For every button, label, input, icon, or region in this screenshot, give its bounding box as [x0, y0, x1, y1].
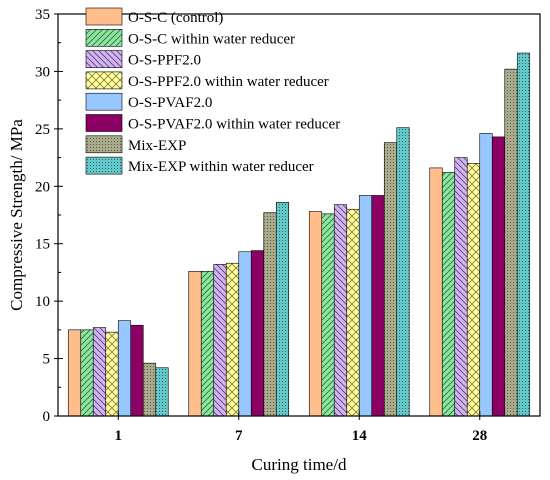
bar	[213, 264, 227, 417]
y-tick-label: 35	[35, 7, 50, 23]
bar	[479, 133, 493, 417]
x-axis: 1 7 14 28	[115, 411, 487, 444]
bar	[117, 320, 132, 417]
bar	[200, 270, 215, 417]
bar	[67, 329, 82, 417]
bar	[346, 208, 360, 417]
legend-label: O-S-PPF2.0	[128, 53, 201, 69]
y-tick-label: 30	[35, 64, 50, 80]
bar	[155, 367, 169, 417]
bar	[429, 167, 443, 417]
bar	[250, 250, 265, 417]
y-tick-label: 20	[35, 179, 50, 195]
bar	[275, 202, 290, 417]
legend-label: O-S-C (control)	[128, 10, 223, 26]
y-axis-label: Compressive Strength/ MPa	[7, 119, 26, 311]
bar	[225, 262, 240, 417]
bar	[371, 195, 385, 417]
x-tick-label: 14	[352, 428, 368, 444]
bar	[263, 212, 277, 417]
plot-frame	[57, 13, 541, 417]
legend: O-S-C (control) O-S-C within water reduce…	[85, 7, 340, 175]
bar	[358, 195, 373, 417]
bar	[92, 327, 107, 417]
x-tick-label: 28	[472, 428, 487, 444]
bars-group	[67, 52, 531, 417]
bar	[238, 251, 252, 417]
y-tick-label: 10	[35, 294, 50, 310]
bar	[396, 127, 410, 417]
legend-swatch	[85, 50, 123, 68]
bar	[308, 211, 323, 417]
bar	[105, 331, 119, 417]
bar	[516, 52, 531, 417]
y-tick-label: 0	[43, 409, 51, 425]
bar	[491, 136, 506, 417]
y-axis: 0 5 10 15 20 25 30 35	[35, 7, 63, 425]
y-tick-label: 25	[35, 122, 50, 138]
legend-swatch	[85, 92, 123, 111]
bar	[504, 68, 518, 417]
bar	[454, 157, 468, 417]
legend-label: O-S-PVAF2.0	[128, 95, 212, 111]
bar	[130, 324, 144, 417]
legend-label: Mix-EXP	[128, 138, 186, 154]
legend-swatch	[85, 114, 123, 132]
legend-swatch	[85, 71, 123, 90]
legend-label: Mix-EXP within water reducer	[128, 159, 314, 175]
legend-swatch	[85, 156, 123, 175]
x-tick-label: 7	[235, 428, 243, 444]
bar	[80, 329, 94, 417]
legend-swatch	[85, 7, 123, 26]
bar	[188, 270, 202, 417]
bar	[441, 172, 456, 417]
bar	[142, 362, 157, 417]
bar	[383, 142, 398, 417]
bar	[321, 213, 335, 417]
legend-label: O-S-C within water reducer	[128, 31, 295, 47]
y-tick-label: 15	[35, 237, 50, 253]
bar	[333, 204, 348, 417]
y-tick-label: 5	[43, 352, 51, 368]
bar	[466, 163, 481, 417]
x-axis-label: Curing time/d	[252, 455, 347, 474]
legend-swatch	[85, 135, 123, 154]
x-tick-label: 1	[115, 428, 123, 444]
legend-label: O-S-PPF2.0 within water reducer	[128, 74, 329, 90]
legend-swatch	[85, 28, 123, 47]
legend-label: O-S-PVAF2.0 within water reducer	[128, 117, 340, 133]
